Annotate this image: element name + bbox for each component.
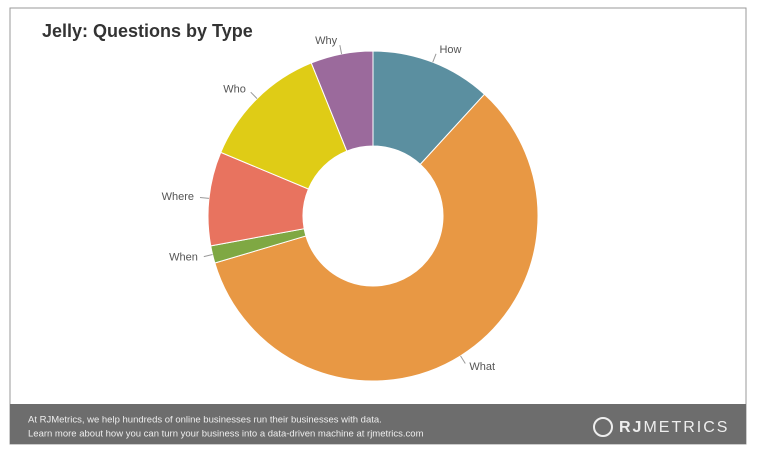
donut: How What When Where Who Why — [162, 35, 539, 382]
logo: RJMETRICS — [619, 419, 729, 436]
slice-label: How — [439, 44, 461, 56]
leader-line — [203, 254, 213, 258]
chart-title: Jelly: Questions by Type — [42, 21, 253, 41]
footer-line: At RJMetrics, we help hundreds of online… — [28, 415, 382, 426]
slice-label: What — [469, 361, 495, 373]
leader-line — [250, 91, 258, 99]
footer-band — [10, 404, 746, 444]
slice-label: Who — [223, 83, 246, 95]
logo-part: RJ — [619, 419, 643, 436]
slice-label: When — [169, 251, 198, 263]
footer-line: Learn more about how you can turn your b… — [28, 429, 424, 440]
logo-part: METRICS — [643, 419, 729, 436]
slice-label: Where — [162, 191, 194, 203]
leader-line — [199, 196, 209, 199]
slice-label: Why — [315, 35, 338, 47]
leader-line — [339, 45, 343, 55]
leader-line — [432, 53, 437, 63]
donut-hole — [303, 146, 443, 286]
logo-icon — [593, 417, 613, 437]
leader-line — [460, 355, 466, 364]
